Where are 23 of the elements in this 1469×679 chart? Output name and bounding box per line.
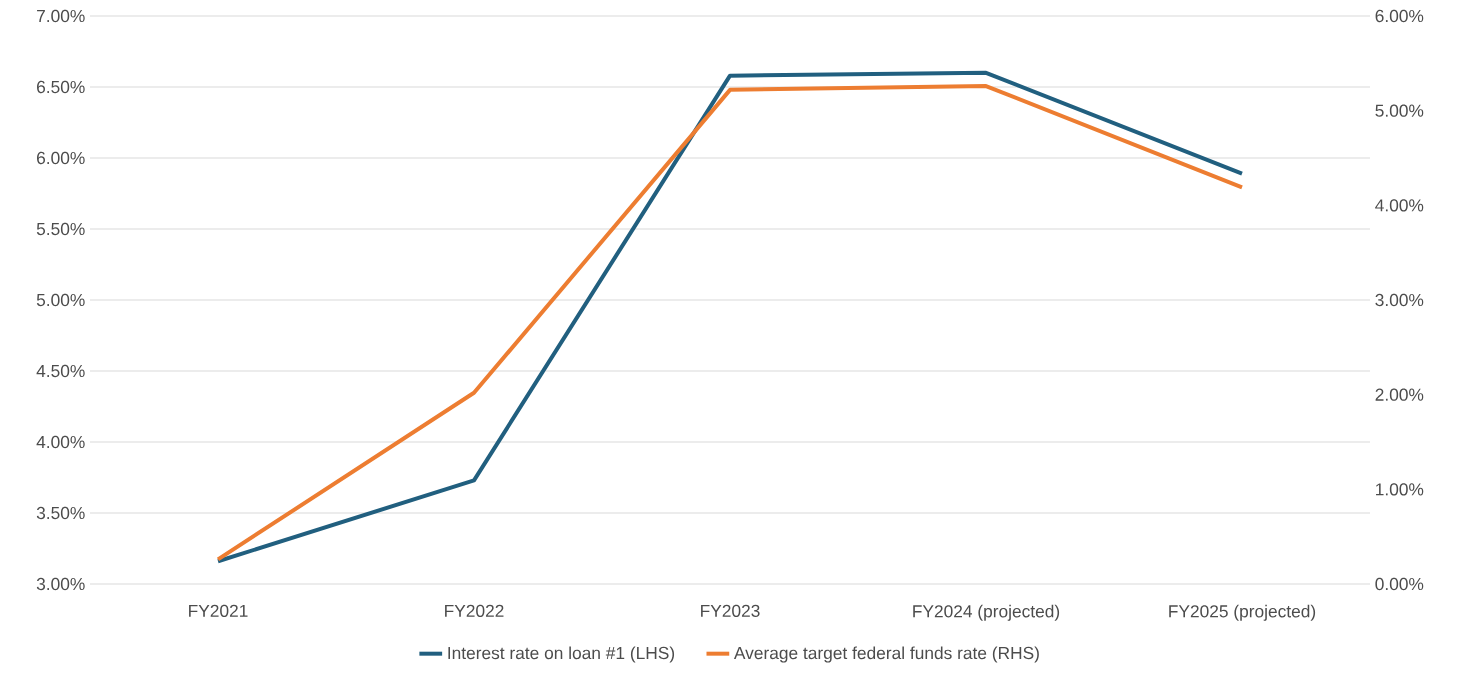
legend-label: Average target federal funds rate (RHS) bbox=[733, 646, 1039, 663]
y-tick-label: 7.00% bbox=[37, 9, 85, 23]
x-tick-label: FY2022 bbox=[445, 604, 504, 617]
y-tick-label: 4.50% bbox=[36, 364, 85, 378]
y2-tick-label: 1.00% bbox=[1376, 483, 1424, 496]
y2-tick-label: 3.00% bbox=[1375, 293, 1424, 307]
x-tick-label: FY2021 bbox=[189, 604, 248, 617]
y-tick-label: 4.00% bbox=[36, 435, 85, 449]
y2-tick-label: 4.00% bbox=[1375, 199, 1424, 212]
y-tick-label: 6.50% bbox=[37, 80, 85, 94]
y-tick-label: 5.50% bbox=[36, 222, 85, 236]
y-tick-label: 3.50% bbox=[36, 506, 85, 520]
x-tick-label: FY2025 (projected) bbox=[1169, 604, 1316, 621]
y-tick-label: 3.00% bbox=[36, 577, 85, 591]
y2-tick-label: 5.00% bbox=[1375, 104, 1424, 117]
y2-tick-label: 6.00% bbox=[1375, 9, 1424, 23]
y-tick-label: 6.00% bbox=[37, 151, 85, 165]
x-tick-label: FY2024 (projected) bbox=[913, 604, 1060, 621]
legend-label: Interest rate on loan #1 (LHS) bbox=[448, 646, 675, 663]
x-tick-label: FY2023 bbox=[701, 604, 760, 617]
y2-tick-label: 0.00% bbox=[1375, 577, 1424, 591]
y2-tick-label: 2.00% bbox=[1375, 388, 1424, 401]
y-tick-label: 5.00% bbox=[36, 293, 85, 307]
